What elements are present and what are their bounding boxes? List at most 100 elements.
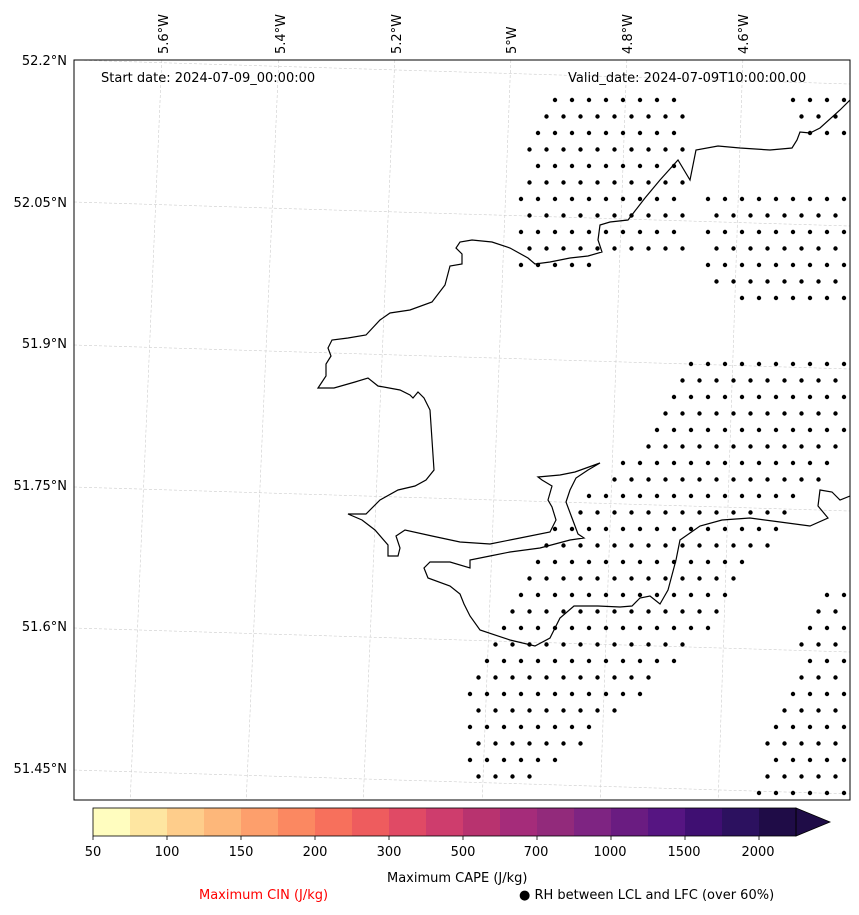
- rh-dot: [501, 625, 507, 631]
- rh-dot: [816, 675, 821, 680]
- rh-dot: [476, 774, 481, 779]
- rh-dot: [756, 526, 762, 532]
- rh-dot: [756, 790, 762, 796]
- rh-dot: [637, 691, 643, 697]
- rh-dot: [629, 576, 634, 581]
- rh-dot: [824, 625, 830, 631]
- rh-dot: [535, 559, 541, 565]
- rh-dot: [816, 477, 821, 482]
- rh-dot: [824, 724, 830, 730]
- rh-dot: [535, 196, 541, 202]
- rh-dot: [739, 295, 745, 301]
- rh-dot: [756, 493, 762, 499]
- rh-dot: [595, 675, 600, 680]
- rh-dot: [722, 262, 728, 268]
- rh-dot: [603, 526, 609, 532]
- rh-dot: [586, 526, 592, 532]
- rh-dot: [748, 411, 753, 416]
- rh-dot: [680, 411, 685, 416]
- rh-dot: [612, 675, 617, 680]
- rh-dot: [663, 576, 668, 581]
- rh-dot: [637, 658, 643, 664]
- rh-dot: [739, 427, 745, 433]
- rh-dot: [824, 394, 830, 400]
- colorbar-segment: [241, 808, 279, 836]
- rh-dot: [586, 724, 592, 730]
- rh-dot: [671, 130, 677, 136]
- rh-dot: [612, 708, 617, 713]
- rh-dot: [595, 114, 600, 119]
- rh-dot: [620, 625, 626, 631]
- rh-dot: [646, 180, 651, 185]
- rh-dot: [824, 97, 830, 103]
- rh-dot: [714, 411, 719, 416]
- rh-dot: [748, 279, 753, 284]
- rh-dot: [714, 576, 719, 581]
- rh-dot: [688, 625, 694, 631]
- rh-dot: [671, 625, 677, 631]
- rh-dot: [688, 592, 694, 598]
- rh-dot: [765, 279, 770, 284]
- rh-dot: [714, 609, 719, 614]
- rh-dot: [671, 394, 677, 400]
- longitude-gridline: [362, 60, 396, 800]
- rh-legend-label: ● RH between LCL and LFC (over 60%): [519, 888, 775, 903]
- rh-dot: [841, 97, 847, 103]
- rh-dot: [612, 609, 617, 614]
- rh-dot: [841, 658, 847, 664]
- rh-dot: [841, 691, 847, 697]
- rh-dot: [561, 114, 566, 119]
- rh-dot: [527, 675, 532, 680]
- rh-dot: [637, 559, 643, 565]
- colorbar-segment: [574, 808, 612, 836]
- rh-dot: [663, 411, 668, 416]
- rh-dot: [654, 658, 660, 664]
- rh-dot: [595, 180, 600, 185]
- rh-dot: [612, 642, 617, 647]
- rh-dot: [807, 196, 813, 202]
- rh-dot: [646, 609, 651, 614]
- rh-dot: [586, 559, 592, 565]
- rh-dot: [569, 658, 575, 664]
- latitude-gridline: [74, 486, 850, 512]
- rh-dot: [782, 774, 787, 779]
- rh-dot: [773, 394, 779, 400]
- rh-dot: [680, 543, 685, 548]
- latitude-tick-label: 52.2°N: [22, 54, 67, 69]
- rh-dot: [807, 460, 813, 466]
- rh-dot: [510, 609, 515, 614]
- rh-dot: [773, 757, 779, 763]
- rh-dot: [722, 229, 728, 235]
- rh-dot: [646, 675, 651, 680]
- rh-dot: [527, 609, 532, 614]
- rh-dot: [646, 543, 651, 548]
- rh-dot: [654, 229, 660, 235]
- rh-dot: [799, 477, 804, 482]
- rh-dot: [654, 493, 660, 499]
- rh-dot: [552, 130, 558, 136]
- rh-dot: [714, 246, 719, 251]
- rh-dot: [637, 592, 643, 598]
- colorbar-tick-label: 150: [228, 845, 254, 860]
- rh-dot: [663, 180, 668, 185]
- rh-dot: [612, 246, 617, 251]
- rh-dot: [569, 526, 575, 532]
- rh-dot: [790, 229, 796, 235]
- rh-dot: [773, 427, 779, 433]
- colorbar-segment: [537, 808, 575, 836]
- rh-dot: [663, 114, 668, 119]
- rh-dot: [833, 774, 838, 779]
- rh-dot: [544, 708, 549, 713]
- rh-dot: [841, 229, 847, 235]
- rh-dot: [824, 658, 830, 664]
- rh-dot: [646, 477, 651, 482]
- rh-dot: [739, 493, 745, 499]
- rh-dot: [654, 526, 660, 532]
- rh-dot: [714, 543, 719, 548]
- rh-dot: [603, 163, 609, 169]
- rh-dot: [467, 724, 473, 730]
- rh-dot: [756, 262, 762, 268]
- rh-dot: [578, 147, 583, 152]
- longitude-tick-label: 4.8°W: [621, 14, 636, 54]
- rh-dot: [671, 493, 677, 499]
